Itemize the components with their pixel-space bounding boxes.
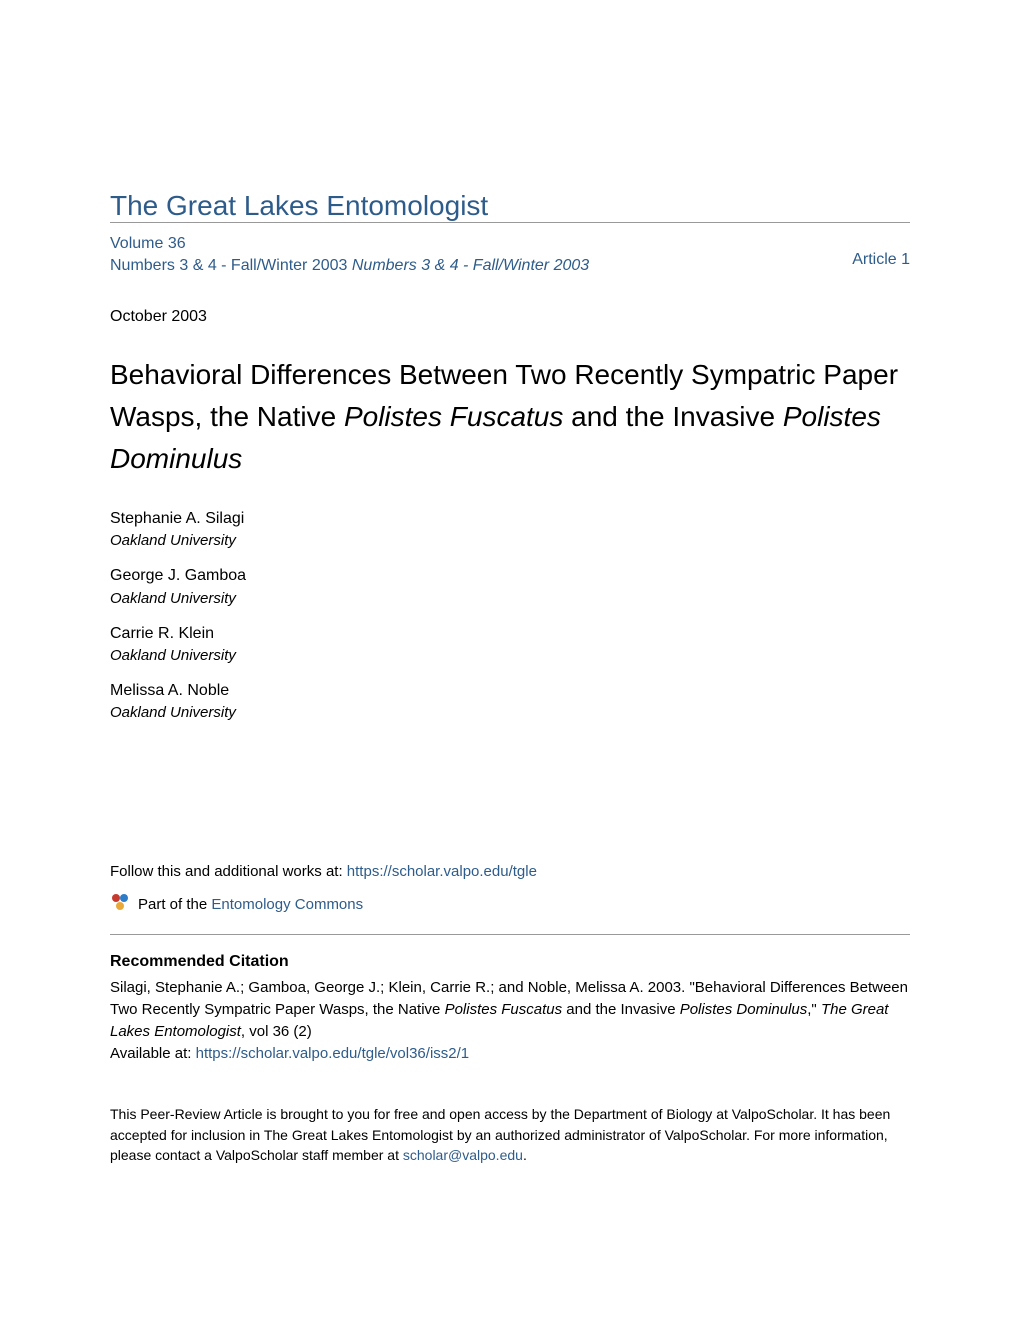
commons-link[interactable]: Entomology Commons [211, 896, 363, 913]
citation-italic-1: Polistes Fuscatus [445, 1001, 563, 1018]
issue-meta-row: Volume 36 Numbers 3 & 4 - Fall/Winter 20… [110, 233, 910, 278]
author-name: Carrie R. Klein [110, 623, 910, 645]
recommended-citation-heading: Recommended Citation [110, 953, 910, 971]
author-block: Stephanie A. Silagi Oakland University [110, 508, 910, 551]
available-prefix: Available at: [110, 1045, 196, 1062]
title-italic-1: Polistes Fuscatus [344, 401, 563, 432]
issue-numbers-italic: Numbers 3 & 4 - Fall/Winter 2003 [352, 257, 589, 274]
publication-date: October 2003 [110, 308, 910, 326]
author-affiliation: Oakland University [110, 645, 910, 666]
follow-link[interactable]: https://scholar.valpo.edu/tgle [347, 863, 537, 880]
network-icon [110, 892, 130, 916]
follow-prefix: Follow this and additional works at: [110, 863, 347, 880]
citation-italic-2: Polistes Dominulus [680, 1001, 808, 1018]
title-part-2: and the Invasive [563, 401, 782, 432]
journal-title-link[interactable]: The Great Lakes Entomologist [110, 190, 488, 221]
part-of-prefix: Part of the [138, 896, 207, 913]
citation-block: Silagi, Stephanie A.; Gamboa, George J.;… [110, 977, 910, 1064]
author-affiliation: Oakland University [110, 702, 910, 723]
issue-numbers-plain: Numbers 3 & 4 - Fall/Winter 2003 [110, 257, 352, 274]
available-link[interactable]: https://scholar.valpo.edu/tgle/vol36/iss… [196, 1045, 470, 1062]
author-affiliation: Oakland University [110, 530, 910, 551]
author-name: Stephanie A. Silagi [110, 508, 910, 530]
article-title: Behavioral Differences Between Two Recen… [110, 354, 910, 480]
author-name: George J. Gamboa [110, 565, 910, 587]
author-affiliation: Oakland University [110, 588, 910, 609]
authors-list: Stephanie A. Silagi Oakland University G… [110, 508, 910, 724]
follow-section: Follow this and additional works at: htt… [110, 863, 910, 880]
citation-text-4: , vol 36 (2) [241, 1023, 312, 1040]
author-block: Carrie R. Klein Oakland University [110, 623, 910, 666]
citation-text-2: and the Invasive [562, 1001, 680, 1018]
header-divider [110, 222, 910, 223]
section-divider [110, 934, 910, 935]
footer-suffix: . [523, 1147, 527, 1163]
author-block: George J. Gamboa Oakland University [110, 565, 910, 608]
article-number-link[interactable]: Article 1 [852, 233, 910, 269]
footer-text: This Peer-Review Article is brought to y… [110, 1104, 910, 1165]
contact-email-link[interactable]: scholar@valpo.edu [403, 1147, 523, 1163]
citation-text-3: ," [807, 1001, 821, 1018]
issue-info: Volume 36 Numbers 3 & 4 - Fall/Winter 20… [110, 233, 589, 278]
author-block: Melissa A. Noble Oakland University [110, 680, 910, 723]
issue-numbers-link[interactable]: Numbers 3 & 4 - Fall/Winter 2003 Numbers… [110, 257, 589, 274]
author-name: Melissa A. Noble [110, 680, 910, 702]
part-of-row: Part of the Entomology Commons [110, 892, 910, 916]
volume-link[interactable]: Volume 36 [110, 235, 186, 252]
